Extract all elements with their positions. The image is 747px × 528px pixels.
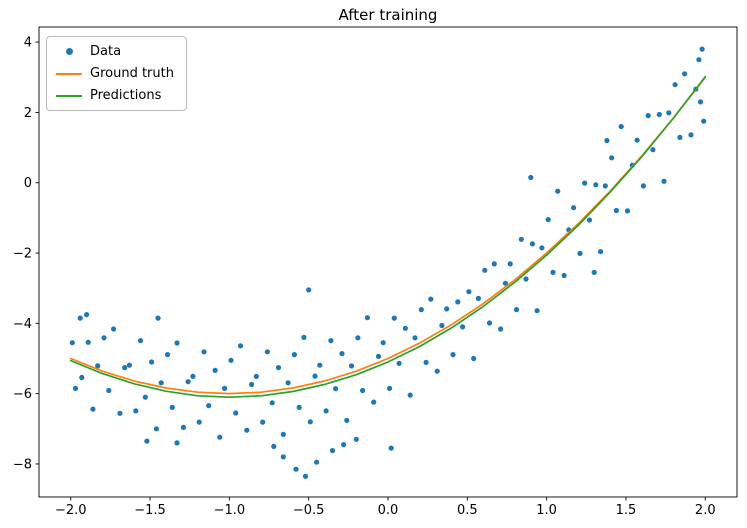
y-tick-label: 2 bbox=[24, 106, 32, 121]
y-tick-label: 4 bbox=[24, 36, 32, 51]
x-tick-label: −2.0 bbox=[55, 503, 87, 518]
x-tick-label: −1.0 bbox=[214, 503, 246, 518]
y-tick-label: −6 bbox=[13, 387, 32, 402]
legend-item-predictions: Predictions bbox=[56, 88, 174, 103]
legend-label-ground-truth: Ground truth bbox=[90, 66, 174, 81]
ground-truth-line-icon bbox=[56, 72, 82, 75]
x-tick-label: −0.5 bbox=[293, 503, 325, 518]
series-ground-truth bbox=[69, 76, 707, 395]
x-tick-label: 2.0 bbox=[695, 503, 716, 518]
data-point-icon bbox=[65, 48, 73, 55]
y-tick-label: 0 bbox=[24, 176, 32, 191]
predictions-line-icon bbox=[56, 94, 82, 97]
x-tick-label: −1.5 bbox=[134, 503, 166, 518]
legend: Data Ground truth Predictions bbox=[46, 36, 187, 111]
x-tick-label: 0.5 bbox=[457, 503, 478, 518]
series-predictions bbox=[69, 75, 707, 399]
legend-item-data: Data bbox=[56, 44, 174, 59]
chart-title: After training bbox=[338, 6, 438, 24]
y-tick-label: −2 bbox=[13, 247, 32, 262]
x-tick-label: 1.5 bbox=[616, 503, 637, 518]
series-data bbox=[69, 46, 707, 479]
y-tick-label: −4 bbox=[13, 317, 32, 332]
x-tick-label: 0.0 bbox=[378, 503, 399, 518]
legend-label-predictions: Predictions bbox=[90, 88, 162, 103]
y-tick-label: −8 bbox=[13, 457, 32, 472]
x-axis-ticks: −2.0 −1.5 −1.0 −0.5 0.0 0.5 1.0 1.5 2.0 bbox=[55, 497, 716, 518]
y-axis-ticks: −8 −6 −4 −2 0 2 4 bbox=[13, 36, 39, 472]
legend-label-data: Data bbox=[90, 44, 122, 59]
x-tick-label: 1.0 bbox=[536, 503, 557, 518]
legend-item-ground-truth: Ground truth bbox=[56, 66, 174, 81]
